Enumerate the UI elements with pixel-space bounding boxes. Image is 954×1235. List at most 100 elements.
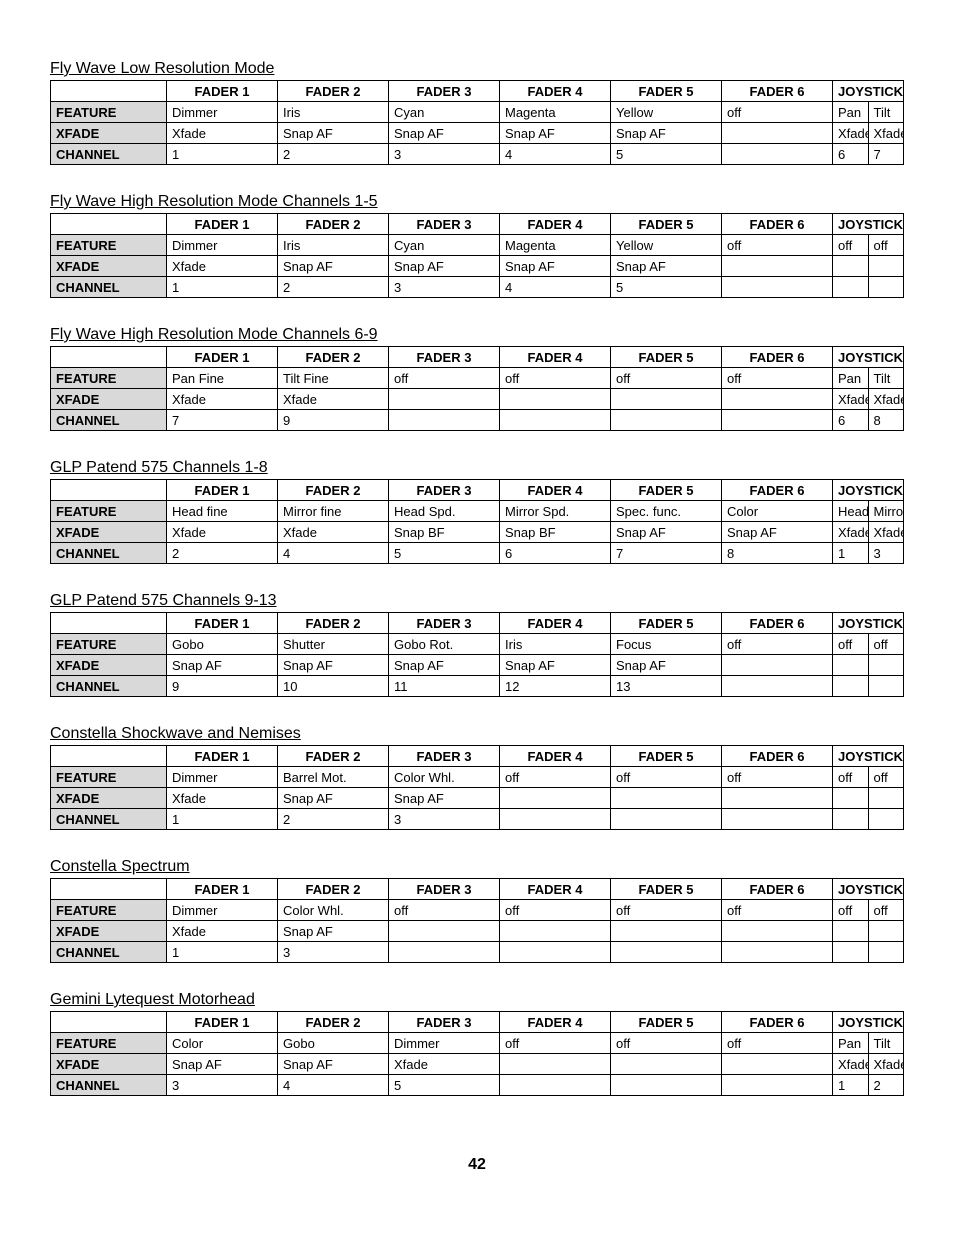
data-cell: off xyxy=(722,235,833,256)
data-cell: Snap AF xyxy=(167,655,278,676)
fader-header: FADER 5 xyxy=(611,613,722,634)
fader-header: FADER 6 xyxy=(722,879,833,900)
table-row: CHANNEL12345 xyxy=(51,277,904,298)
data-cell: Head fine xyxy=(167,501,278,522)
fader-header: FADER 1 xyxy=(167,879,278,900)
data-cell: off xyxy=(833,900,869,921)
table-section: Fly Wave High Resolution Mode Channels 6… xyxy=(50,326,904,431)
section-title: Fly Wave High Resolution Mode Channels 6… xyxy=(50,326,904,344)
data-cell: off xyxy=(868,767,904,788)
fader-header: FADER 5 xyxy=(611,1012,722,1033)
row-label: XFADE xyxy=(51,123,167,144)
data-cell: 7 xyxy=(611,543,722,564)
fader-header: FADER 4 xyxy=(500,214,611,235)
data-cell xyxy=(868,256,904,277)
joystick-header: JOYSTICK xyxy=(833,613,904,634)
fader-header: FADER 5 xyxy=(611,746,722,767)
fader-header: FADER 6 xyxy=(722,746,833,767)
fader-header: FADER 3 xyxy=(389,480,500,501)
corner-cell xyxy=(51,879,167,900)
data-cell: Magenta xyxy=(500,102,611,123)
data-cell: Mirror fine xyxy=(278,501,389,522)
data-cell: Head Spd. xyxy=(389,501,500,522)
fader-header: FADER 2 xyxy=(278,613,389,634)
data-cell: Snap AF xyxy=(278,788,389,809)
fader-header: FADER 4 xyxy=(500,613,611,634)
data-cell: Xfade xyxy=(833,389,869,410)
data-cell: off xyxy=(722,1033,833,1054)
data-cell: 3 xyxy=(278,942,389,963)
table-row: CHANNEL910111213 xyxy=(51,676,904,697)
data-cell: Xfade xyxy=(389,1054,500,1075)
data-cell: 1 xyxy=(833,1075,869,1096)
table-row: XFADEXfadeSnap AFSnap AFSnap AFSnap AF xyxy=(51,256,904,277)
corner-cell xyxy=(51,1012,167,1033)
fader-header: FADER 2 xyxy=(278,480,389,501)
data-cell: off xyxy=(833,767,869,788)
data-cell: 6 xyxy=(833,144,869,165)
data-cell: Snap BF xyxy=(500,522,611,543)
table-row: CHANNEL1234567 xyxy=(51,144,904,165)
data-cell: Spec. func. xyxy=(611,501,722,522)
row-label: XFADE xyxy=(51,655,167,676)
data-cell: 3 xyxy=(389,277,500,298)
data-cell: off xyxy=(500,368,611,389)
data-cell xyxy=(722,942,833,963)
data-cell: Snap AF xyxy=(500,123,611,144)
fader-header: FADER 5 xyxy=(611,480,722,501)
data-cell: Gobo xyxy=(278,1033,389,1054)
fader-header: FADER 3 xyxy=(389,214,500,235)
data-cell: 1 xyxy=(167,144,278,165)
data-cell: Snap AF xyxy=(389,256,500,277)
row-label: CHANNEL xyxy=(51,676,167,697)
data-cell: Xfade xyxy=(167,256,278,277)
section-title: Fly Wave Low Resolution Mode xyxy=(50,60,904,78)
row-label: FEATURE xyxy=(51,634,167,655)
row-label: FEATURE xyxy=(51,1033,167,1054)
data-cell: Xfade xyxy=(833,1054,869,1075)
row-label: FEATURE xyxy=(51,767,167,788)
data-cell: Snap AF xyxy=(278,256,389,277)
fader-header: FADER 1 xyxy=(167,746,278,767)
data-cell xyxy=(868,788,904,809)
header-row: FADER 1FADER 2FADER 3FADER 4FADER 5FADER… xyxy=(51,347,904,368)
data-cell: Snap AF xyxy=(722,522,833,543)
data-cell: 9 xyxy=(278,410,389,431)
data-cell xyxy=(868,809,904,830)
table-row: XFADEXfadeSnap AF xyxy=(51,921,904,942)
fader-header: FADER 3 xyxy=(389,746,500,767)
data-cell: Color xyxy=(167,1033,278,1054)
fader-header: FADER 4 xyxy=(500,480,611,501)
fader-header: FADER 1 xyxy=(167,1012,278,1033)
data-cell: Pan xyxy=(833,368,869,389)
fader-header: FADER 3 xyxy=(389,1012,500,1033)
data-cell: off xyxy=(389,368,500,389)
data-cell: Snap AF xyxy=(500,655,611,676)
row-label: XFADE xyxy=(51,256,167,277)
fader-header: FADER 2 xyxy=(278,879,389,900)
data-cell: off xyxy=(611,767,722,788)
table-row: FEATUREDimmerIrisCyanMagentaYellowoffoff… xyxy=(51,235,904,256)
data-cell: off xyxy=(722,900,833,921)
table-section: Gemini Lytequest MotorheadFADER 1FADER 2… xyxy=(50,991,904,1096)
fader-header: FADER 6 xyxy=(722,81,833,102)
data-cell: 13 xyxy=(611,676,722,697)
data-cell: Xfade xyxy=(833,123,869,144)
table-row: XFADESnap AFSnap AFXfadeXfadeXfade xyxy=(51,1054,904,1075)
data-cell xyxy=(868,676,904,697)
data-cell: off xyxy=(611,1033,722,1054)
data-cell: Dimmer xyxy=(167,900,278,921)
data-cell: Magenta xyxy=(500,235,611,256)
data-cell xyxy=(500,1075,611,1096)
table-row: CHANNEL24567813 xyxy=(51,543,904,564)
data-cell: off xyxy=(500,900,611,921)
data-cell xyxy=(833,788,869,809)
data-cell: Xfade xyxy=(167,921,278,942)
row-label: CHANNEL xyxy=(51,1075,167,1096)
fader-header: FADER 2 xyxy=(278,1012,389,1033)
table-row: FEATUREPan FineTilt FineoffoffoffoffPanT… xyxy=(51,368,904,389)
data-cell: off xyxy=(722,634,833,655)
fader-header: FADER 4 xyxy=(500,879,611,900)
data-cell: Snap AF xyxy=(278,123,389,144)
data-cell xyxy=(833,809,869,830)
